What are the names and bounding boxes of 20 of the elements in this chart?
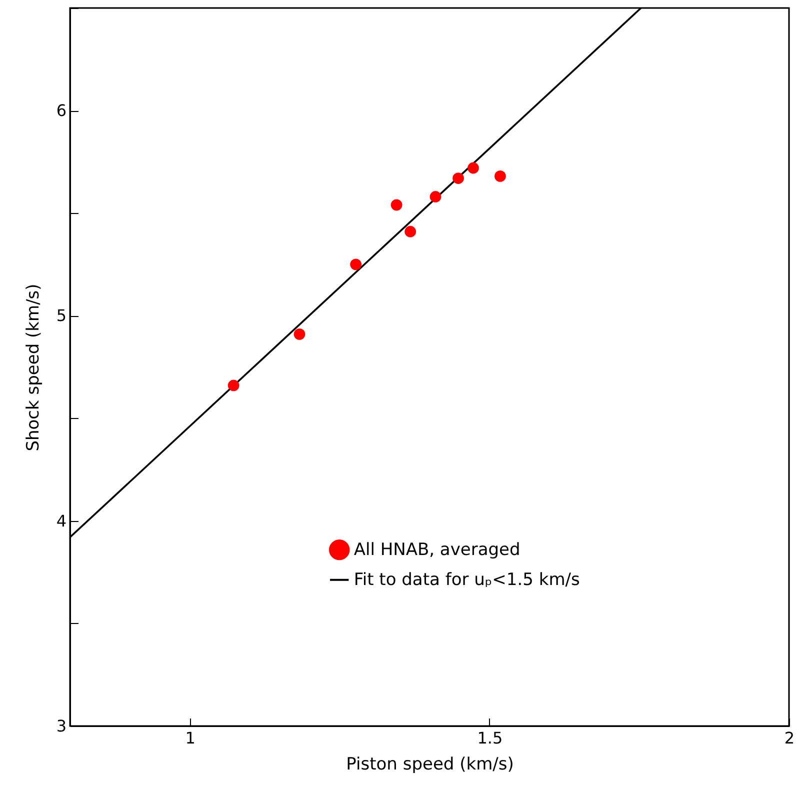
x-axis-title: Piston speed (km/s) [346, 754, 514, 774]
y-tick-label: 4 [56, 511, 66, 530]
point [404, 226, 416, 238]
y-tick-label: 3 [56, 716, 66, 736]
point [468, 162, 479, 174]
y-tick-label: 5 [56, 306, 66, 326]
point [350, 258, 362, 270]
legend-label: Fit to data for uₚ<1.5 km/s [354, 570, 580, 590]
y-tick-label: 6 [56, 101, 66, 120]
legend-label: All HNAB, averaged [354, 540, 520, 560]
point [494, 170, 506, 182]
x-tick-label: 1.5 [477, 728, 503, 748]
point [390, 199, 402, 211]
x-tick-label: 1 [185, 728, 196, 748]
point [430, 191, 442, 202]
point [452, 172, 464, 184]
point [228, 380, 240, 392]
point [294, 328, 306, 340]
y-axis-title: Shock speed (km/s) [23, 284, 44, 452]
x-tick-label: 2 [784, 728, 795, 748]
